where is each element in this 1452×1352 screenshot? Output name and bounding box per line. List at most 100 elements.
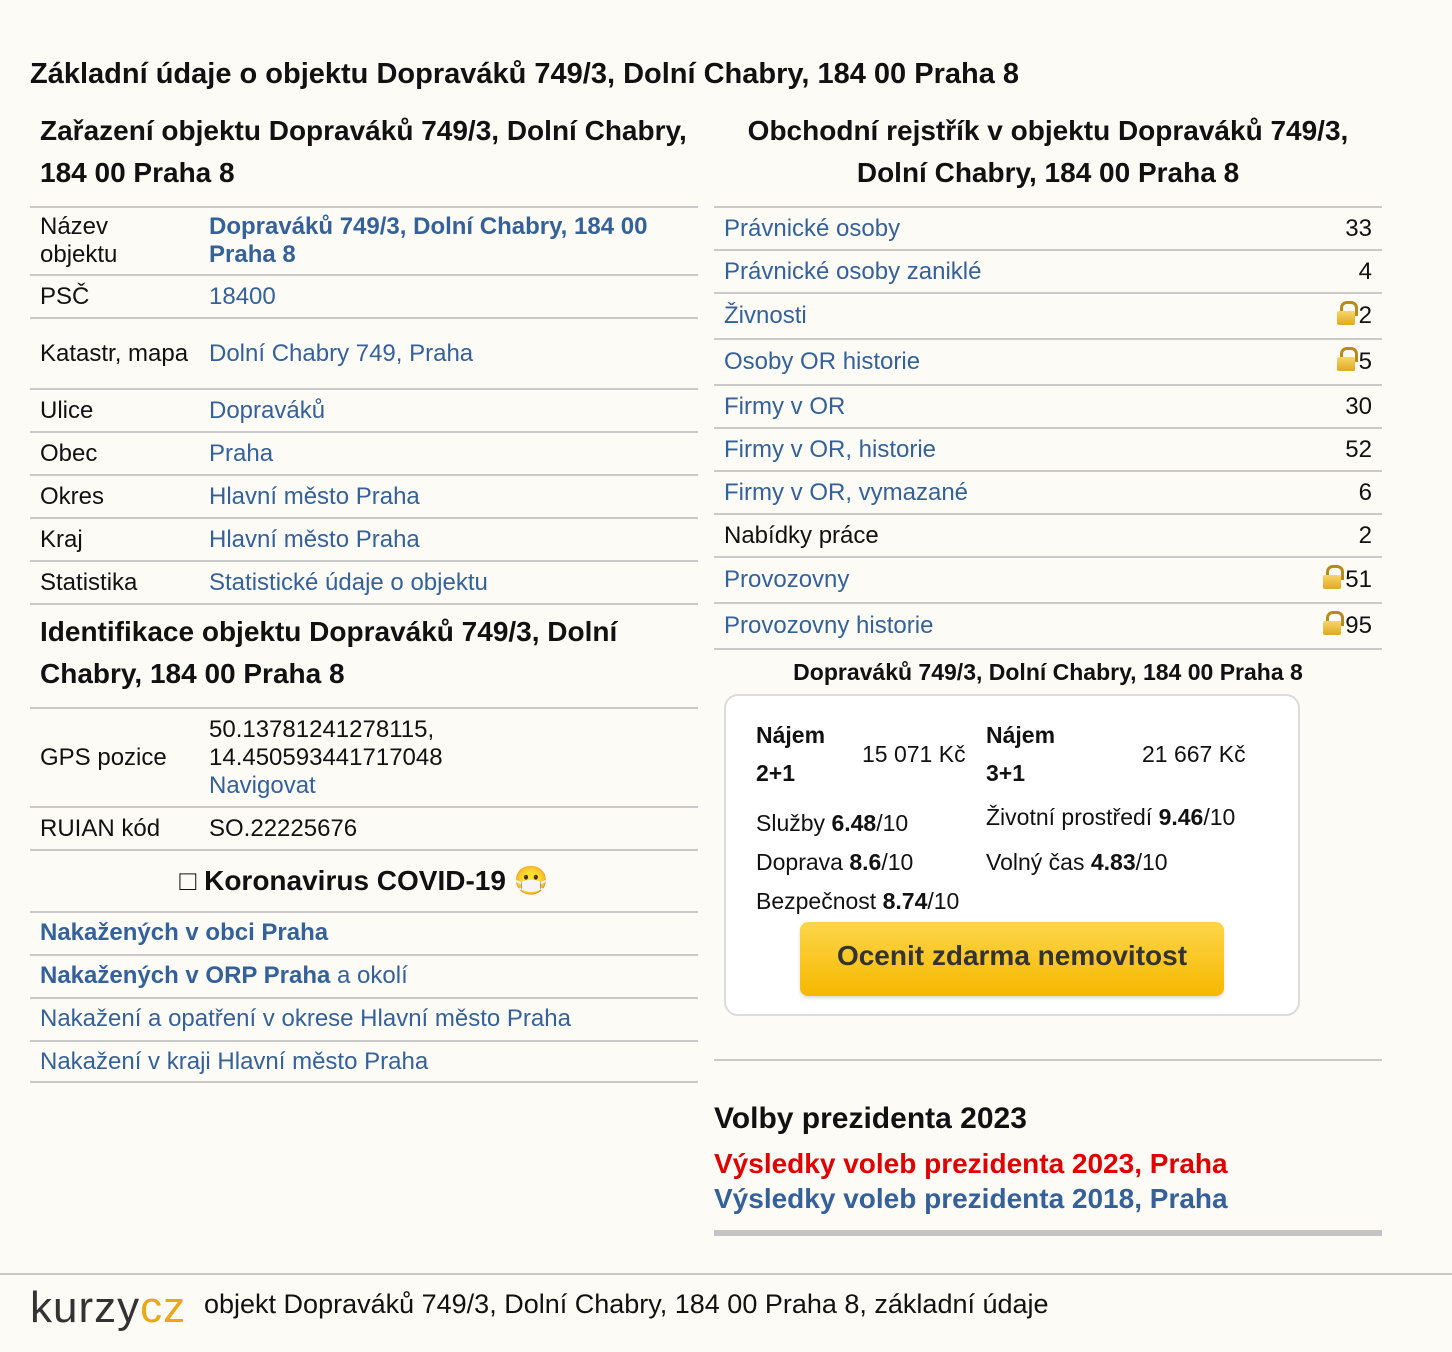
volny-cas-score: Volný čas 4.83/10	[986, 849, 1168, 875]
count-value: 5	[1358, 348, 1372, 375]
left-column: Zařazení objektu Dopraváků 749/3, Dolní …	[30, 110, 698, 1083]
divider-bar	[714, 1230, 1382, 1236]
table-row: Provozovny 51	[714, 556, 1382, 603]
volby-title: Volby prezidenta 2023	[714, 1102, 1027, 1135]
right-column: Obchodní rejstřík v objektu Dopraváků 74…	[714, 110, 1382, 1016]
gps-lat: 50.13781241278115,	[209, 715, 435, 743]
statistika-link[interactable]: Statistické údaje o objektu	[209, 568, 488, 596]
table-row: Název objektu Dopraváků 749/3, Dolní Cha…	[30, 206, 698, 275]
table-row: PSČ 18400	[30, 274, 698, 318]
row-label: Okres	[30, 474, 199, 518]
count-value: 30	[1262, 384, 1382, 428]
count-value: 51	[1345, 566, 1372, 593]
lock-icon	[1336, 301, 1358, 325]
identifikace-title: Identifikace objektu Dopraváků 749/3, Do…	[40, 616, 618, 689]
provozovny-historie-link[interactable]: Provozovny historie	[724, 612, 934, 639]
najem-3plus1-value: 21 667 Kč	[1142, 741, 1246, 767]
table-row: RUIAN kód SO.22225676	[30, 806, 698, 851]
lock-icon	[1323, 611, 1345, 635]
sluzby-score: Služby 6.48/10	[756, 810, 909, 836]
covid-list: Nakažených v obci Praha Nakažených v ORP…	[30, 911, 698, 1083]
rejstrik-table: Právnické osoby 33 Právnické osoby zanik…	[714, 206, 1382, 650]
covid-orp-link[interactable]: Nakažených v ORP Praha	[40, 962, 331, 989]
count-value: 4	[1262, 249, 1382, 293]
ulice-link[interactable]: Dopraváků	[209, 396, 326, 424]
footer-text: objekt Dopraváků 749/3, Dolní Chabry, 18…	[204, 1289, 1049, 1319]
table-row: Okres Hlavní město Praha	[30, 474, 698, 518]
table-row: Firmy v OR, vymazané 6	[714, 470, 1382, 514]
list-item: Nakažení a opatření v okrese Hlavní měst…	[30, 997, 698, 1040]
table-row: Právnické osoby zaniklé 4	[714, 249, 1382, 293]
doprava-score: Doprava 8.6/10	[756, 849, 914, 875]
table-row: Osoby OR historie 5	[714, 338, 1382, 385]
najem-label: Nájem	[986, 722, 1056, 748]
row-label: Kraj	[30, 517, 199, 561]
navigovat-link[interactable]: Navigovat	[209, 771, 316, 799]
najem-2plus1-label: Nájem 2+1	[756, 716, 825, 792]
page-title: Základní údaje o objektu Dopraváků 749/3…	[30, 58, 1020, 90]
covid-prefix: □	[179, 865, 197, 896]
nabidky-prace-label: Nabídky práce	[714, 513, 1262, 557]
divider	[714, 1059, 1382, 1061]
identifikace-table: GPS pozice 50.13781241278115, 14.4505934…	[30, 707, 698, 851]
table-row: Statistika Statistické údaje o objektu	[30, 560, 698, 605]
kraj-link[interactable]: Hlavní město Praha	[209, 525, 420, 553]
najem-size: 3+1	[986, 760, 1026, 786]
zarazeni-table: Název objektu Dopraváků 749/3, Dolní Cha…	[30, 206, 698, 605]
najem-label: Nájem	[756, 722, 826, 748]
firmy-v-or-vymazane-link[interactable]: Firmy v OR, vymazané	[724, 478, 969, 506]
ruian-value: SO.22225676	[199, 806, 698, 851]
zarazeni-title: Zařazení objektu Dopraváků 749/3, Dolní …	[40, 115, 687, 188]
footer: kurzycz objekt Dopraváků 749/3, Dolní Ch…	[0, 1273, 1452, 1352]
volby-2018-link[interactable]: Výsledky voleb prezidenta 2018, Praha	[714, 1183, 1228, 1214]
najem-3plus1-label: Nájem 3+1	[986, 716, 1055, 792]
card-address: Dopraváků 749/3, Dolní Chabry, 184 00 Pr…	[793, 659, 1303, 685]
row-label: PSČ	[30, 274, 199, 318]
mask-face-icon: 😷	[513, 865, 549, 896]
zivotni-prostredi-score: Životní prostředí 9.46/10	[986, 804, 1236, 830]
zivnosti-link[interactable]: Živnosti	[724, 302, 807, 329]
table-row: Ulice Dopraváků	[30, 388, 698, 432]
table-row: Firmy v OR 30	[714, 384, 1382, 428]
table-row: Kraj Hlavní město Praha	[30, 517, 698, 561]
volby-2023-link[interactable]: Výsledky voleb prezidenta 2023, Praha	[714, 1148, 1228, 1179]
bezpecnost-score: Bezpečnost 8.74/10	[756, 888, 960, 914]
psc-link[interactable]: 18400	[209, 282, 276, 310]
count-value: 33	[1262, 206, 1382, 250]
list-item: Nakažení v kraji Hlavní město Praha	[30, 1040, 698, 1083]
count-value: 2	[1358, 302, 1372, 329]
covid-title-text: Koronavirus COVID-19	[204, 865, 506, 896]
ocenit-nemovitost-button[interactable]: Ocenit zdarma nemovitost	[800, 922, 1224, 996]
provozovny-link[interactable]: Provozovny	[724, 566, 850, 593]
table-row: Živnosti 2	[714, 292, 1382, 339]
kurzy-logo[interactable]: kurzycz	[30, 1283, 187, 1332]
covid-obec-link[interactable]: Nakažených v obci Praha	[40, 919, 329, 946]
count-value: 52	[1262, 427, 1382, 471]
obec-link[interactable]: Praha	[209, 439, 274, 467]
row-label: GPS pozice	[30, 707, 199, 807]
property-card: Nájem 2+1 15 071 Kč Nájem 3+1 21 667 Kč …	[724, 694, 1300, 1016]
table-row: Provozovny historie 95	[714, 602, 1382, 650]
covid-okres-link[interactable]: Nakažení a opatření v okrese Hlavní měst…	[40, 1005, 571, 1032]
okres-link[interactable]: Hlavní město Praha	[209, 482, 420, 510]
list-item: Nakažených v ORP Praha a okolí	[30, 954, 698, 997]
pravnicke-osoby-link[interactable]: Právnické osoby	[724, 214, 901, 242]
object-name-link[interactable]: Dopraváků 749/3, Dolní Chabry, 184 00 Pr…	[209, 213, 648, 268]
katastr-link[interactable]: Dolní Chabry 749, Praha	[209, 339, 474, 367]
count-value: 2	[1262, 513, 1382, 557]
row-label: RUIAN kód	[30, 806, 199, 851]
pravnicke-osoby-zanikle-link[interactable]: Právnické osoby zaniklé	[724, 257, 982, 285]
count-value: 6	[1262, 470, 1382, 514]
row-label: Statistika	[30, 560, 199, 605]
table-row: Katastr, mapa Dolní Chabry 749, Praha	[30, 317, 698, 389]
najem-2plus1-value: 15 071 Kč	[862, 741, 966, 767]
row-label: Katastr, mapa	[30, 317, 199, 389]
firmy-v-or-link[interactable]: Firmy v OR	[724, 392, 846, 420]
osoby-or-historie-link[interactable]: Osoby OR historie	[724, 348, 921, 375]
row-label: Obec	[30, 431, 199, 475]
table-row: Nabídky práce 2	[714, 513, 1382, 557]
covid-orp-rest-link[interactable]: a okolí	[330, 962, 408, 989]
covid-kraj-link[interactable]: Nakažení v kraji Hlavní město Praha	[40, 1048, 429, 1075]
firmy-v-or-historie-link[interactable]: Firmy v OR, historie	[724, 435, 937, 463]
najem-size: 2+1	[756, 760, 796, 786]
